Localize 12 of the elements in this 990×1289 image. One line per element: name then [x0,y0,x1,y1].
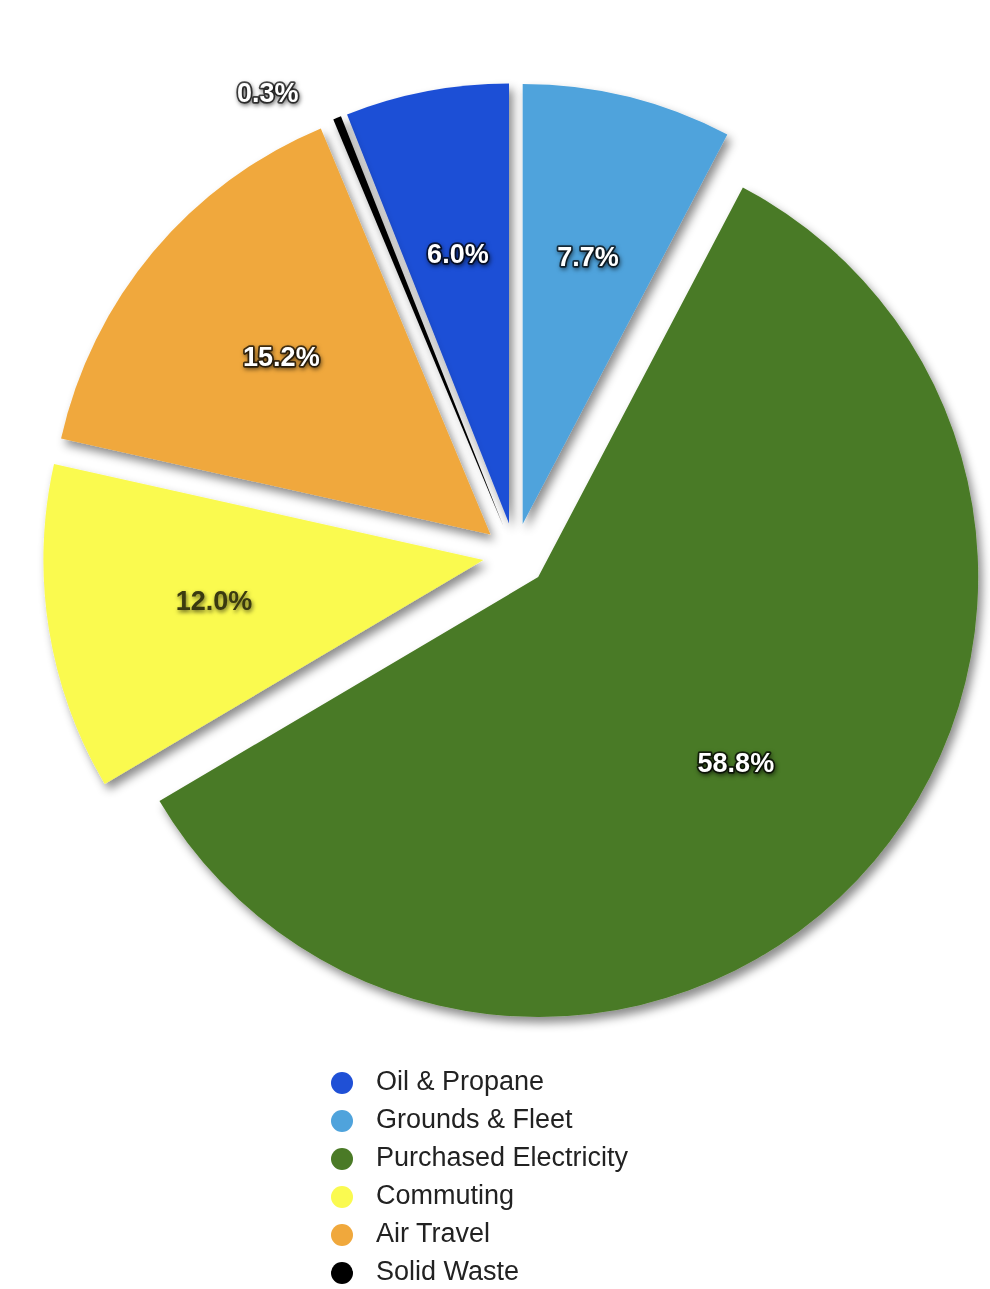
legend-label: Purchased Electricity [376,1142,629,1173]
data-label: 7.7% [557,242,619,273]
data-label: 15.2% [243,342,320,373]
legend-label: Grounds & Fleet [376,1104,574,1135]
legend-label: Air Travel [376,1218,491,1249]
legend-label: Oil & Propane [376,1066,545,1097]
data-label: 0.3% [236,77,299,108]
legend-label: Commuting [376,1180,515,1211]
data-label: 58.8% [697,748,775,779]
data-label: 12.0% [175,585,253,616]
legend-label: Solid Waste [376,1256,520,1287]
data-label: 6.0% [427,238,489,269]
